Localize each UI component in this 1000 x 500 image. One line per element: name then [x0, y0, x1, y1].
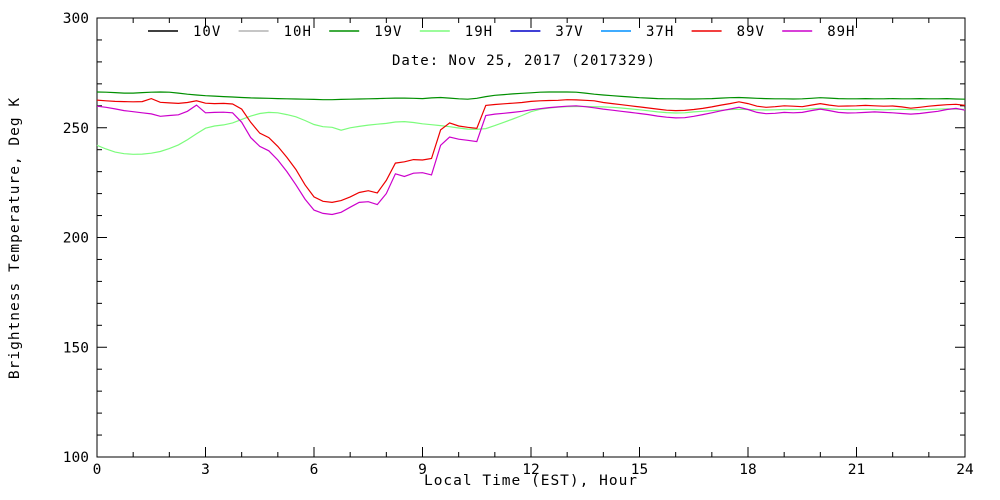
legend-label-10V: 10V: [193, 24, 221, 40]
legend-label-89V: 89V: [737, 24, 765, 40]
y-tick-label: 150: [63, 340, 89, 356]
legend-label-19H: 19H: [465, 24, 493, 40]
x-tick-label: 6: [310, 462, 319, 478]
series-line-89V: [96, 97, 966, 204]
series-line-89H: [96, 104, 966, 216]
x-tick-label: 12: [522, 462, 539, 478]
x-tick-label: 3: [201, 462, 210, 478]
x-tick-label: 24: [956, 462, 974, 478]
x-tick-label: 18: [739, 462, 756, 478]
y-axis-label: Brightness Temperature, Deg K: [7, 97, 23, 379]
series-line-19H: [96, 105, 966, 155]
axis-tick-labels: 0 3 6 9 12 15 18 21 24 100 150 200 250 300: [63, 11, 974, 478]
data-series-lines: [96, 91, 966, 216]
legend-label-37V: 37V: [555, 24, 583, 40]
x-tick-label: 0: [93, 462, 102, 478]
x-axis-label: Local Time (EST), Hour: [424, 473, 638, 489]
axis-ticks: [96, 17, 966, 458]
y-tick-label: 300: [63, 11, 89, 27]
plot-frame: [96, 17, 966, 458]
y-tick-label: 100: [63, 450, 89, 466]
chart-title: Date: Nov 25, 2017 (2017329): [392, 53, 656, 69]
legend-label-37H: 37H: [646, 24, 674, 40]
series-line-19V: [96, 91, 966, 101]
y-tick-label: 200: [63, 231, 89, 247]
x-tick-label: 15: [631, 462, 648, 478]
x-tick-label: 21: [848, 462, 865, 478]
legend: 10V 10H 19V 19H 37V 37H 89V 89H: [148, 24, 855, 40]
legend-label-10H: 10H: [284, 24, 312, 40]
legend-label-19V: 19V: [374, 24, 402, 40]
x-tick-label: 9: [418, 462, 427, 478]
plot-border: [96, 17, 966, 458]
y-tick-label: 250: [63, 121, 89, 137]
legend-label-89H: 89H: [827, 24, 855, 40]
